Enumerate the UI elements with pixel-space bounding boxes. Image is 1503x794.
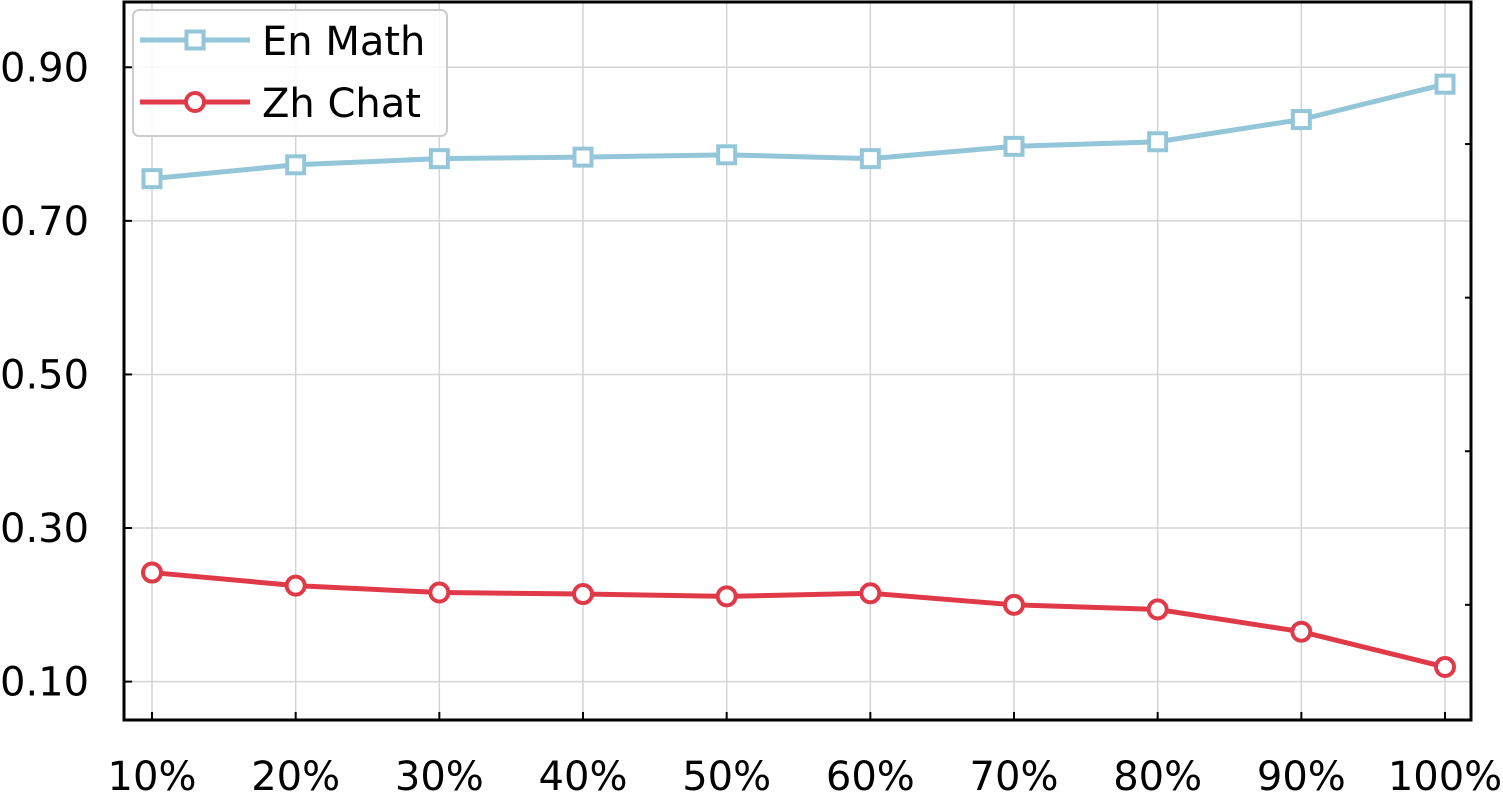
grid-lines xyxy=(124,2,1471,720)
x-tick-label: 70% xyxy=(970,754,1059,794)
y-tick-label: 0.70 xyxy=(0,199,89,245)
series-en-math xyxy=(141,73,1456,190)
x-tick-label: 10% xyxy=(108,754,197,794)
series-line-en-math xyxy=(151,81,1446,182)
x-tick-label: 100% xyxy=(1388,754,1502,794)
legend-label: En Math xyxy=(262,19,425,65)
data-point-zh-chat xyxy=(1434,656,1456,679)
y-tick-label: 0.30 xyxy=(0,506,89,552)
data-point-zh-chat xyxy=(1146,598,1169,621)
series-line-zh-chat xyxy=(151,570,1446,670)
data-point-zh-chat xyxy=(1290,620,1313,643)
legend-item-en-math: En Math xyxy=(140,19,425,65)
data-point-en-math xyxy=(1003,135,1025,157)
data-point-zh-chat xyxy=(1003,593,1025,616)
plot-area-frame xyxy=(122,0,1473,722)
data-point-en-math xyxy=(716,144,738,166)
data-point-en-math xyxy=(141,168,163,190)
data-point-en-math xyxy=(1147,131,1169,153)
x-tick-label: 90% xyxy=(1257,754,1346,794)
data-point-en-math xyxy=(285,154,307,176)
x-axis: 10% 20% 30% 40% 50% 60% 70% 80% 90% 100% xyxy=(108,712,1502,794)
data-point-en-math xyxy=(1290,108,1312,130)
data-point-zh-chat xyxy=(572,583,594,606)
legend-item-zh-chat: Zh Chat xyxy=(140,81,421,127)
x-tick-label: 20% xyxy=(251,754,340,794)
legend: En Math Zh Chat xyxy=(132,9,448,137)
data-point-zh-chat xyxy=(715,585,738,608)
y-tick-label: 0.90 xyxy=(0,45,89,91)
x-tick-label: 30% xyxy=(395,754,484,794)
data-point-zh-chat xyxy=(284,574,307,597)
y-tick-label: 0.10 xyxy=(0,660,89,706)
x-tick-label: 80% xyxy=(1113,754,1202,794)
data-point-en-math xyxy=(859,148,881,170)
x-tick-label: 50% xyxy=(682,754,771,794)
series-group xyxy=(141,73,1456,679)
data-point-en-math xyxy=(1434,73,1456,95)
data-point-zh-chat xyxy=(428,581,451,604)
y-axis: 0.10 0.30 0.50 0.70 0.90 xyxy=(0,45,1471,706)
x-tick-label: 60% xyxy=(826,754,915,794)
legend-marker xyxy=(184,91,206,113)
series-zh-chat xyxy=(141,561,1456,679)
data-point-en-math xyxy=(572,146,594,168)
data-point-zh-chat xyxy=(859,582,882,605)
legend-marker xyxy=(184,29,206,51)
x-tick-label: 40% xyxy=(539,754,628,794)
y-tick-label: 0.50 xyxy=(0,352,89,398)
data-point-zh-chat xyxy=(141,561,163,584)
data-point-en-math xyxy=(428,148,450,170)
legend-label: Zh Chat xyxy=(262,81,421,127)
